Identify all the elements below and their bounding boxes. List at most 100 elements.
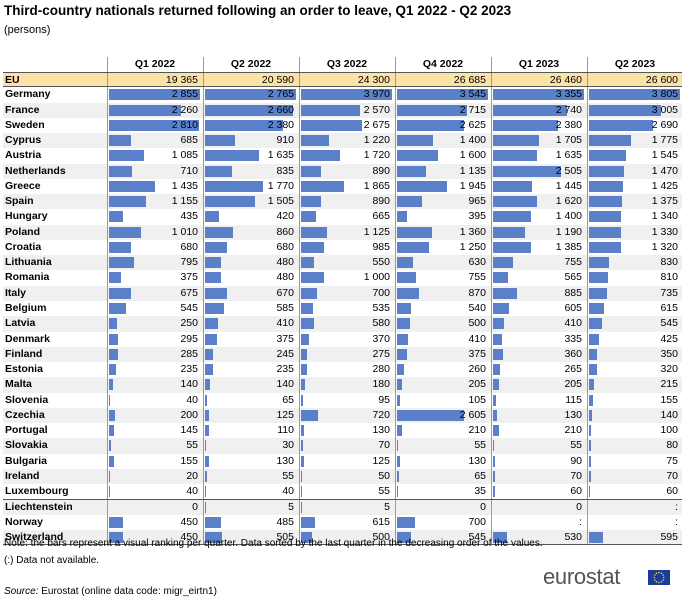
value-label: 80 — [666, 439, 678, 452]
bar — [397, 364, 404, 376]
data-cell: 580 — [299, 316, 394, 332]
value-label: 1 375 — [651, 195, 678, 208]
value-label: 26 600 — [645, 74, 678, 86]
bar — [493, 531, 508, 543]
bar — [589, 119, 654, 131]
bar — [205, 165, 233, 177]
value-label: 795 — [180, 256, 198, 269]
value-label: 1 635 — [555, 149, 582, 162]
column-header: Q4 2022 — [395, 57, 490, 72]
data-cell: 1 340 — [587, 209, 682, 225]
data-cell: 680 — [107, 239, 202, 256]
column-header: Q1 2022 — [107, 57, 202, 72]
data-cell: 35 — [395, 484, 490, 500]
data-cell: 1 330 — [587, 224, 682, 240]
bar — [301, 379, 306, 391]
value-label: 450 — [180, 530, 198, 543]
value-label: 1 470 — [651, 164, 678, 177]
value-label: 550 — [372, 256, 390, 269]
row-label: Latvia — [5, 317, 36, 330]
column-header: Q2 2023 — [587, 57, 682, 72]
value-label: 50 — [378, 469, 390, 482]
bar — [301, 287, 318, 299]
bar — [589, 409, 593, 421]
data-cell: 275 — [299, 346, 394, 363]
bar — [205, 486, 207, 498]
row-label: Spain — [5, 195, 34, 208]
bar — [205, 440, 206, 452]
bar — [109, 119, 199, 131]
value-label: 565 — [564, 271, 582, 284]
bar — [301, 348, 308, 360]
bar — [397, 409, 464, 421]
eu-cell: 26 685 — [395, 73, 490, 87]
table-row: Estonia 235 235 280 260 265 320 — [3, 362, 682, 378]
value-label: 19 365 — [165, 74, 198, 86]
bar — [205, 241, 228, 253]
bar — [301, 211, 317, 223]
bar — [205, 379, 210, 391]
value-label: 110 — [277, 424, 294, 437]
value-label: 35 — [474, 485, 486, 498]
value-label: 860 — [276, 225, 294, 238]
data-cell: 3 355 — [491, 87, 586, 103]
data-cell: 1 435 — [107, 178, 202, 195]
data-cell: 735 — [587, 285, 682, 301]
value-label: 350 — [660, 347, 678, 360]
table-row: Norway 450 485 615 700:: — [3, 514, 682, 530]
table-row: Denmark 295 375 370 410 335 425 — [3, 331, 682, 347]
data-cell: 50 — [299, 468, 394, 485]
data-cell: 375 — [203, 331, 298, 347]
value-label: 1 320 — [651, 240, 678, 253]
value-label: 585 — [276, 301, 294, 314]
data-cell: 1 505 — [203, 194, 298, 210]
bar — [397, 302, 411, 314]
bar — [397, 257, 414, 269]
value-label: 3 805 — [651, 88, 678, 101]
bar — [589, 211, 622, 223]
data-cell: 410 — [203, 316, 298, 332]
value-label: 545 — [660, 317, 678, 330]
data-cell: 835 — [203, 163, 298, 179]
value-label: 130 — [276, 454, 294, 467]
bar — [205, 516, 221, 528]
data-cell: 1 720 — [299, 148, 394, 164]
value-label: 2 380 — [555, 118, 582, 131]
bar — [301, 302, 314, 314]
value-label: 215 — [660, 378, 678, 391]
value-label: 60 — [666, 485, 678, 498]
data-cell: 615 — [299, 514, 394, 530]
data-cell: 210 — [395, 423, 490, 439]
data-cell: 140 — [587, 407, 682, 424]
bar — [493, 470, 495, 482]
bar — [397, 119, 465, 131]
data-cell: 545 — [395, 529, 490, 545]
value-label: 24 300 — [357, 74, 390, 86]
value-label: 2 765 — [267, 88, 294, 101]
value-label: 680 — [276, 240, 294, 253]
bar — [109, 150, 144, 162]
row-label: Portugal — [5, 424, 48, 437]
bar — [493, 150, 538, 162]
data-cell: 110 — [203, 423, 298, 439]
row-label: Greece — [5, 179, 41, 192]
eu-cell: 26 600 — [587, 73, 682, 87]
bar — [397, 425, 403, 437]
value-label: 910 — [276, 134, 294, 147]
eu-flag-icon — [648, 570, 670, 585]
data-cell: 125 — [299, 453, 394, 469]
bar — [301, 333, 310, 345]
table-row: Romania 375 480 1 000 755 565 810 — [3, 270, 682, 286]
value-label: 2 660 — [267, 103, 294, 116]
value-label: 205 — [564, 378, 582, 391]
value-label: 375 — [180, 271, 198, 284]
data-cell: 2 260 — [107, 102, 202, 118]
bar — [109, 89, 200, 101]
data-cell: 500 — [299, 529, 394, 545]
value-label: : — [675, 501, 678, 514]
value-label: 0 — [576, 501, 582, 514]
column-header: Q3 2022 — [299, 57, 394, 72]
bar — [301, 196, 322, 208]
data-cell: 2 765 — [203, 87, 298, 103]
bar — [205, 150, 259, 162]
